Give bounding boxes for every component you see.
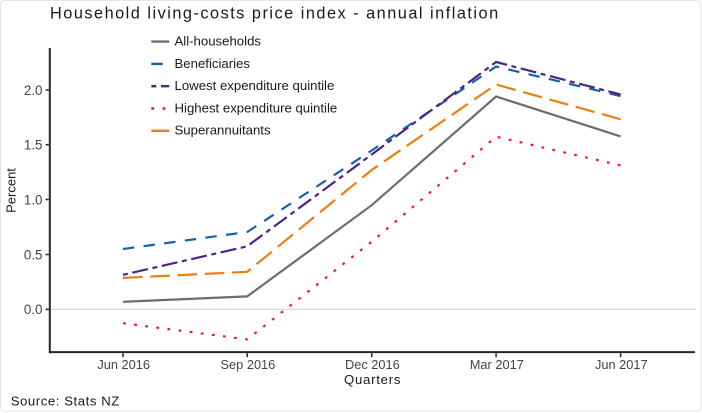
svg-text:Jun 2017: Jun 2017 [595,357,648,372]
svg-text:Household living-costs price i: Household living-costs price index - ann… [50,5,500,23]
svg-text:Highest expenditure quintile: Highest expenditure quintile [175,100,338,115]
svg-text:2.0: 2.0 [24,83,43,98]
svg-text:All-households: All-households [175,34,262,49]
svg-text:Beneficiaries: Beneficiaries [175,56,251,71]
svg-text:Mar 2017: Mar 2017 [470,357,524,372]
svg-text:1.5: 1.5 [24,138,43,153]
svg-text:0.5: 0.5 [24,247,43,262]
svg-text:Source: Stats NZ: Source: Stats NZ [11,394,120,409]
svg-text:1.0: 1.0 [24,192,43,207]
svg-text:Superannuitants: Superannuitants [175,123,271,138]
svg-text:Percent: Percent [3,168,18,213]
svg-text:Dec 2016: Dec 2016 [345,357,400,372]
svg-text:Lowest expenditure quintile: Lowest expenditure quintile [175,78,335,93]
svg-text:Jun 2016: Jun 2016 [97,357,150,372]
svg-text:Quarters: Quarters [344,372,401,387]
svg-text:Sep 2016: Sep 2016 [221,357,276,372]
svg-text:0.0: 0.0 [24,302,43,317]
